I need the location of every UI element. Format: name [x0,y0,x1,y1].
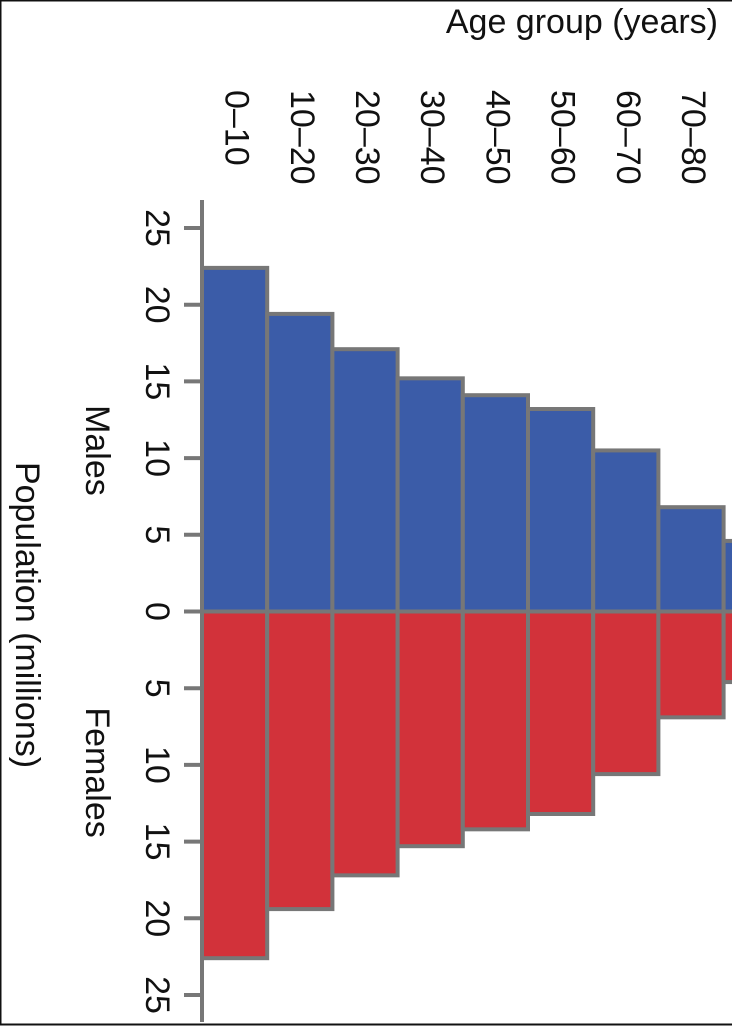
bar [395,609,465,849]
bar [526,407,596,614]
bar [265,609,335,912]
chart-title: Age group (years) [446,3,718,41]
y-tick-label: 10 [138,746,176,784]
bar [460,393,530,614]
bar [591,609,661,777]
bar [200,609,270,961]
bar [656,609,726,720]
bar [460,609,530,832]
x-tick-label: 30–40 [413,90,451,185]
y-tick-label: 0 [138,602,176,621]
y-tick-label: 10 [138,439,176,477]
x-tick-label: 50–60 [544,90,582,185]
x-tick-label: 60–70 [609,90,647,185]
y-tick-label: 20 [138,286,176,324]
bar [721,609,732,685]
bar [330,609,400,878]
x-tick-label: 40–50 [478,90,516,185]
y-tick-label: 15 [138,362,176,400]
y-axis-label: Population (millions) [8,462,46,768]
y-tick-label: 25 [138,209,176,247]
bar [330,347,400,614]
bar [721,538,732,614]
y-tick-label: 5 [138,525,176,544]
bar [591,448,661,614]
bar [526,609,596,816]
bar [656,505,726,614]
bar [200,265,270,614]
y-tick-label: 5 [138,679,176,698]
y-tick-label: 20 [138,899,176,937]
y-tick-label: 15 [138,823,176,861]
bar [395,376,465,614]
series-label: Males [78,405,116,496]
bar [265,311,335,614]
series-label: Females [78,707,116,837]
x-tick-label: 10–20 [283,90,321,185]
y-tick-label: 25 [138,976,176,1014]
x-tick-label: 70–80 [674,90,712,185]
x-tick-label: 0–10 [218,90,256,166]
x-tick-label: 20–30 [348,90,386,185]
